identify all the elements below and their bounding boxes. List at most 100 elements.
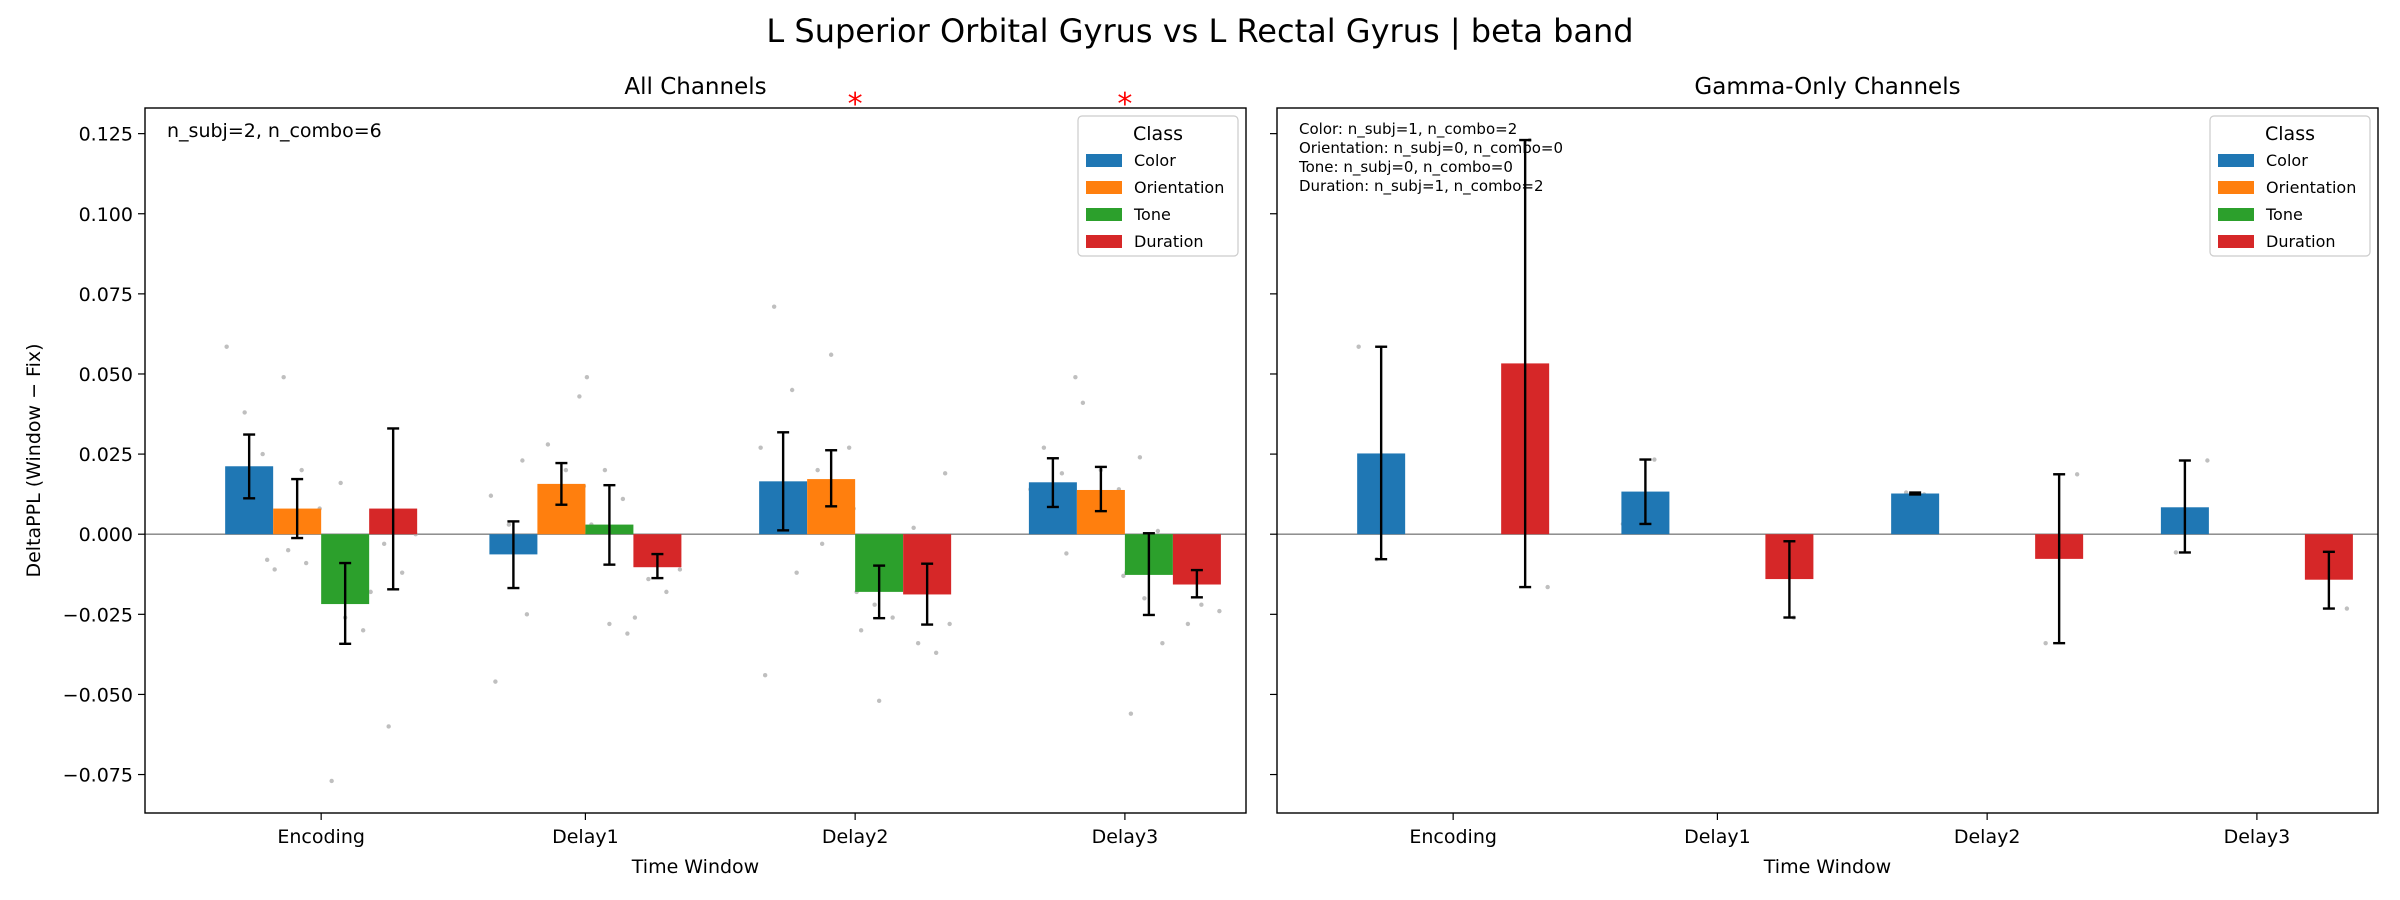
legend-swatch-color bbox=[2218, 154, 2254, 167]
data-point bbox=[915, 640, 921, 646]
data-point bbox=[224, 344, 229, 349]
data-point bbox=[1160, 640, 1165, 646]
figure-suptitle: L Superior Orbital Gyrus vs L Rectal Gyr… bbox=[766, 12, 1633, 50]
data-point bbox=[646, 576, 651, 582]
data-point bbox=[2074, 472, 2080, 477]
significance-marker: * bbox=[848, 87, 863, 122]
data-point bbox=[947, 621, 952, 627]
legend-swatch-color bbox=[1086, 154, 1122, 167]
legend-label-tone: Tone bbox=[1133, 205, 1171, 224]
data-point bbox=[942, 471, 948, 476]
significance-marker: * bbox=[1117, 87, 1132, 122]
data-point bbox=[1121, 573, 1126, 579]
legend-label-tone: Tone bbox=[2265, 205, 2303, 224]
data-point bbox=[399, 570, 405, 575]
legend-swatch-orientation bbox=[2218, 181, 2254, 194]
data-point bbox=[1064, 551, 1069, 556]
data-point bbox=[545, 442, 551, 447]
y-tick-label: 0.100 bbox=[79, 204, 133, 226]
data-point bbox=[2043, 640, 2048, 646]
data-point bbox=[819, 541, 825, 547]
data-point bbox=[1185, 621, 1191, 627]
legend-swatch-tone bbox=[1086, 208, 1122, 221]
data-point bbox=[607, 621, 612, 627]
data-point bbox=[846, 445, 852, 450]
data-point bbox=[762, 673, 768, 678]
legend-label-orientation: Orientation bbox=[2266, 178, 2356, 197]
data-point bbox=[876, 698, 882, 704]
y-tick-label: −0.075 bbox=[63, 765, 133, 787]
legend-label-color: Color bbox=[2266, 151, 2308, 170]
data-point bbox=[758, 445, 763, 450]
y-tick-label: 0.075 bbox=[79, 284, 133, 306]
data-point bbox=[1142, 596, 1147, 601]
data-point bbox=[285, 548, 291, 553]
data-point bbox=[632, 615, 638, 620]
x-axis-label: Time Window bbox=[1763, 856, 1891, 878]
x-tick-label: Encoding bbox=[277, 826, 365, 848]
data-point bbox=[520, 458, 525, 463]
data-point bbox=[1217, 608, 1222, 614]
x-tick-label: Encoding bbox=[1409, 826, 1497, 848]
data-point bbox=[563, 467, 569, 473]
data-point bbox=[933, 650, 939, 655]
y-tick-label: −0.050 bbox=[63, 684, 133, 706]
data-point bbox=[381, 541, 387, 547]
x-tick-label: Delay3 bbox=[2224, 826, 2291, 848]
data-point bbox=[828, 352, 834, 357]
data-point bbox=[368, 589, 373, 595]
legend-swatch-orientation bbox=[1086, 181, 1122, 194]
data-point bbox=[677, 567, 683, 572]
legend-label-duration: Duration bbox=[2266, 232, 2336, 251]
data-point bbox=[2205, 458, 2210, 463]
x-tick-label: Delay1 bbox=[552, 826, 619, 848]
data-point bbox=[524, 612, 530, 617]
data-point bbox=[2344, 606, 2350, 611]
legend-swatch-duration bbox=[2218, 235, 2254, 248]
panel-annotation-line: Duration: n_subj=1, n_combo=2 bbox=[1299, 177, 1544, 196]
legend-swatch-duration bbox=[1086, 235, 1122, 248]
axes-frame bbox=[1276, 107, 2379, 814]
data-point bbox=[794, 570, 799, 575]
data-point bbox=[1652, 457, 1657, 462]
data-point bbox=[872, 602, 877, 607]
legend-title: Class bbox=[2265, 123, 2315, 145]
y-axis-label: DeltaPPL (Window − Fix) bbox=[23, 343, 45, 577]
x-tick-label: Delay3 bbox=[1092, 826, 1159, 848]
data-point bbox=[329, 778, 334, 784]
legend-label-duration: Duration bbox=[1134, 232, 1204, 251]
data-point bbox=[1199, 602, 1204, 607]
panel-gamma-only-channels: Gamma-Only Channels Encoding Delay1 Delay2 D… bbox=[1270, 74, 2379, 878]
data-point bbox=[303, 560, 309, 566]
data-point bbox=[1073, 374, 1078, 380]
data-point bbox=[260, 451, 265, 457]
legend-title: Class bbox=[1133, 123, 1183, 145]
data-point bbox=[506, 522, 512, 527]
data-point bbox=[242, 410, 247, 415]
y-tick-label: 0.050 bbox=[79, 364, 133, 386]
y-tick-label: −0.025 bbox=[63, 604, 133, 626]
data-point bbox=[1356, 344, 1361, 349]
data-point bbox=[386, 724, 391, 729]
data-point bbox=[789, 387, 795, 393]
data-point bbox=[890, 615, 895, 620]
data-point bbox=[272, 567, 277, 572]
data-point bbox=[281, 374, 286, 380]
data-point bbox=[625, 631, 630, 636]
data-point bbox=[664, 589, 669, 595]
data-point bbox=[2173, 550, 2179, 555]
legend-label-orientation: Orientation bbox=[1134, 178, 1224, 197]
data-point bbox=[1128, 711, 1134, 716]
y-tick-label: 0.125 bbox=[79, 124, 133, 146]
x-tick-label: Delay2 bbox=[822, 826, 889, 848]
data-point bbox=[858, 628, 864, 633]
data-point bbox=[1080, 400, 1086, 406]
data-point bbox=[1155, 528, 1161, 534]
x-axis-label: Time Window bbox=[631, 856, 759, 878]
panel-title: Gamma-Only Channels bbox=[1694, 74, 1960, 100]
data-point bbox=[577, 394, 582, 399]
bar-color-delay2 bbox=[1891, 493, 1940, 535]
data-point bbox=[299, 467, 304, 473]
legend-label-color: Color bbox=[1134, 151, 1176, 170]
